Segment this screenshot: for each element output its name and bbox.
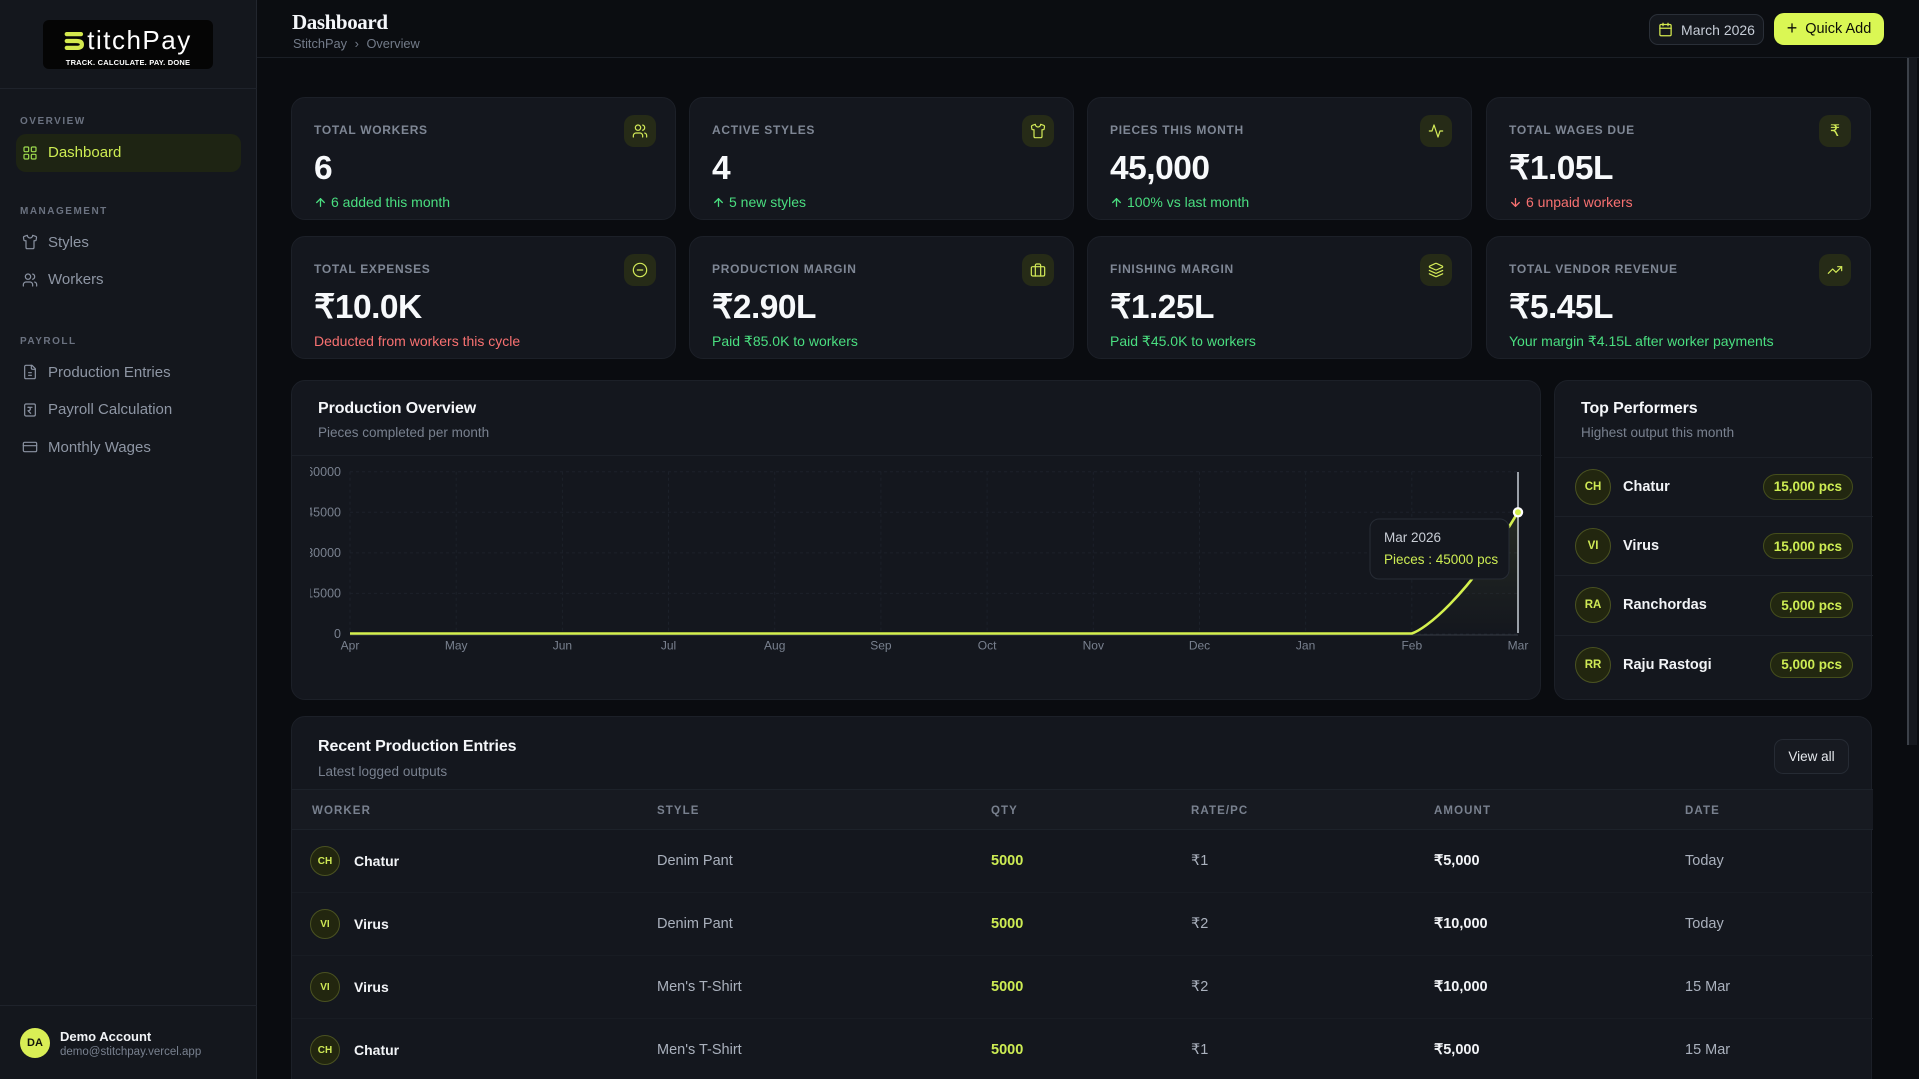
svg-text:Oct: Oct bbox=[978, 639, 997, 653]
svg-text:Nov: Nov bbox=[1083, 639, 1104, 653]
svg-text:Jun: Jun bbox=[553, 639, 572, 653]
svg-text:Jan: Jan bbox=[1296, 639, 1315, 653]
svg-text:15000: 15000 bbox=[310, 586, 341, 600]
svg-text:Sep: Sep bbox=[870, 639, 892, 653]
svg-text:30000: 30000 bbox=[310, 546, 341, 560]
svg-text:60000: 60000 bbox=[310, 465, 341, 479]
svg-text:May: May bbox=[445, 639, 468, 653]
svg-text:Jul: Jul bbox=[661, 639, 676, 653]
svg-text:Dec: Dec bbox=[1189, 639, 1210, 653]
svg-text:Mar 2026: Mar 2026 bbox=[1384, 530, 1441, 545]
svg-text:Feb: Feb bbox=[1401, 639, 1422, 653]
svg-text:Pieces : 45000 pcs: Pieces : 45000 pcs bbox=[1384, 552, 1498, 567]
svg-text:Aug: Aug bbox=[764, 639, 785, 653]
svg-text:Apr: Apr bbox=[341, 639, 360, 653]
svg-text:45000: 45000 bbox=[310, 505, 341, 519]
svg-text:0: 0 bbox=[334, 627, 341, 641]
svg-text:Mar: Mar bbox=[1508, 639, 1529, 653]
